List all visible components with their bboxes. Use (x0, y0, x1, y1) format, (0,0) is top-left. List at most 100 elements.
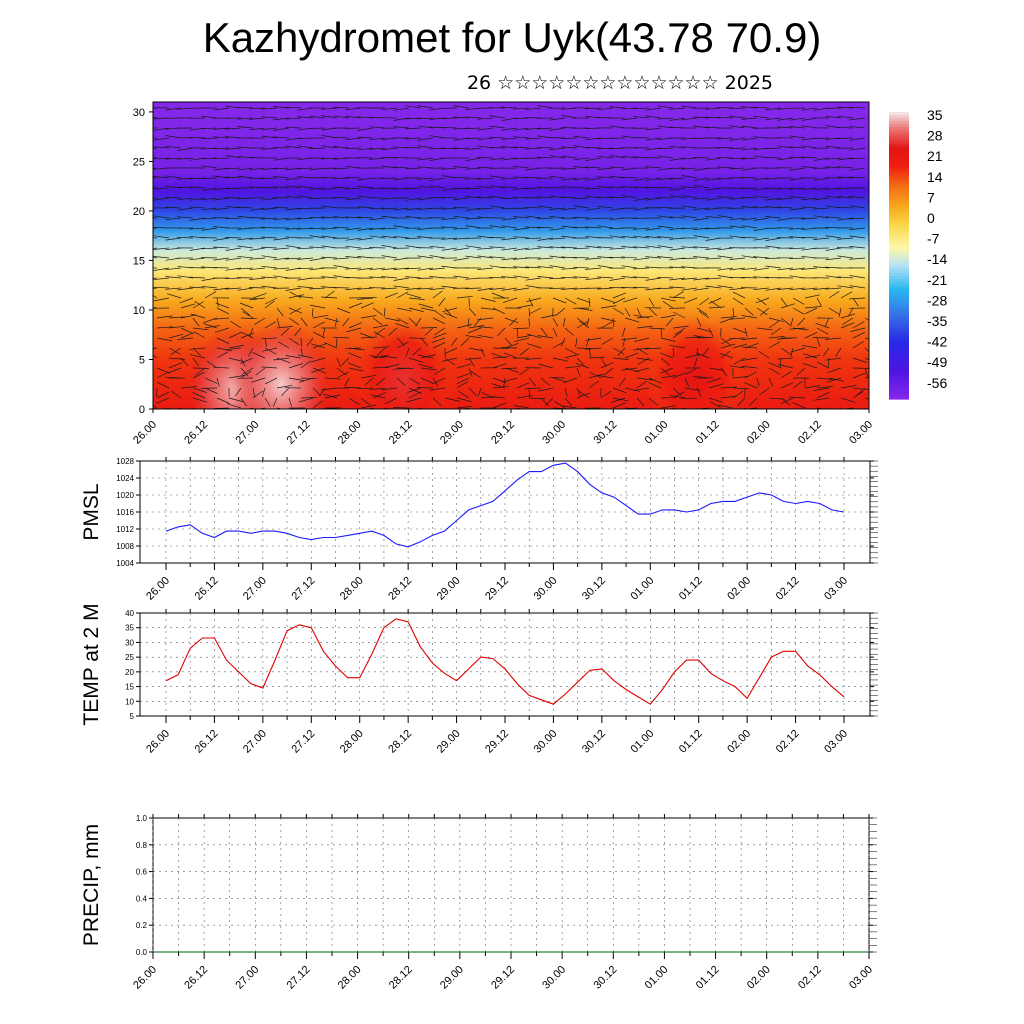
x-tick-label: 29.12 (483, 728, 511, 756)
wind-barb (609, 175, 626, 179)
wind-barb (662, 300, 674, 309)
wind-barb (804, 307, 818, 315)
wind-barb (585, 257, 602, 260)
wind-barb (216, 351, 229, 359)
wind-barb (168, 316, 185, 319)
wind-barb (201, 227, 218, 231)
wind-barb (657, 276, 674, 279)
wind-barb (453, 166, 470, 169)
wind-barb (564, 387, 568, 397)
wind-barb (453, 247, 470, 251)
wind-barb (348, 322, 362, 329)
wind-barb (549, 255, 566, 259)
wind-barb (370, 394, 386, 399)
wind-barb (344, 387, 362, 389)
wind-barb (321, 145, 338, 149)
wind-barb (801, 287, 818, 291)
wind-barb (777, 267, 794, 271)
wind-barb (201, 187, 218, 191)
wind-barb (554, 401, 566, 409)
wind-barb (525, 277, 542, 281)
wind-barb (470, 370, 482, 379)
wind-barb (849, 167, 866, 171)
wind-barb (849, 227, 866, 230)
wind-barb (395, 323, 410, 329)
x-tick-label: 26.12 (182, 964, 210, 992)
wind-barb (369, 355, 386, 359)
wind-barb (225, 167, 242, 170)
wind-barb (720, 316, 737, 319)
wind-barb (441, 126, 458, 129)
wind-barb (502, 377, 518, 383)
wind-barb (645, 245, 662, 249)
wind-barb (225, 287, 242, 290)
wind-barb (549, 155, 566, 159)
wind-barb (634, 367, 650, 373)
wind-barb (189, 206, 206, 209)
colorbar-cell (889, 337, 909, 342)
wind-barb (789, 167, 806, 171)
colorbar-cell (889, 363, 909, 368)
wind-barb (369, 147, 386, 150)
wind-barb (576, 392, 591, 399)
wind-barb (359, 332, 374, 339)
wind-barb (429, 147, 446, 150)
wind-barb (597, 155, 614, 159)
wind-barb (226, 403, 242, 409)
wind-barb (465, 225, 482, 229)
colorbar-cell (889, 226, 909, 230)
wind-barb (852, 341, 864, 349)
wind-barb (213, 175, 230, 179)
wind-barb (660, 367, 674, 374)
wind-barb (252, 387, 256, 397)
wind-barb (429, 287, 446, 291)
wind-barb (417, 197, 434, 201)
wind-barb (321, 256, 338, 259)
wind-barb (504, 342, 519, 349)
wind-barb (789, 257, 806, 260)
wind-barb (333, 136, 350, 139)
wind-barb (526, 297, 542, 302)
wind-barb (321, 276, 338, 279)
wind-barb (852, 331, 866, 339)
wind-barb (261, 207, 278, 210)
wind-barb (153, 157, 158, 159)
wind-barb (693, 197, 710, 200)
wind-barb (153, 354, 158, 359)
wind-barb (465, 157, 482, 161)
wind-barb (837, 285, 854, 289)
wind-barb (513, 187, 530, 190)
wind-barb (657, 105, 674, 109)
wind-barb (528, 307, 531, 317)
wind-barb (168, 347, 181, 355)
wind-barb (153, 347, 158, 350)
wind-barb (360, 374, 377, 379)
wind-barb (468, 367, 473, 377)
wind-barb (660, 327, 663, 337)
wind-barb (332, 227, 350, 229)
wind-barb (636, 307, 642, 317)
wind-barb (372, 307, 383, 316)
wind-barb (803, 363, 818, 369)
x-tick-label: 29.12 (489, 964, 517, 992)
wind-barb (657, 215, 674, 219)
wind-barb (388, 327, 398, 336)
wind-barb (357, 247, 374, 250)
wind-barb (585, 177, 602, 181)
wind-barb (420, 327, 438, 329)
wind-barb (285, 195, 302, 199)
wind-barb (693, 227, 710, 230)
wind-barb (561, 246, 578, 249)
x-tick-label: 01.12 (677, 575, 705, 603)
wind-barb (756, 297, 767, 306)
wind-barb (465, 127, 482, 130)
wind-barb (804, 294, 820, 299)
wind-barb (672, 372, 686, 379)
wind-barb (450, 337, 458, 347)
colorbar-cell (889, 328, 909, 333)
wind-barb (417, 166, 434, 169)
x-tick-label: 28.12 (387, 419, 415, 447)
wind-barb (538, 387, 554, 392)
wind-barb (525, 167, 542, 171)
wind-barb (633, 207, 650, 211)
